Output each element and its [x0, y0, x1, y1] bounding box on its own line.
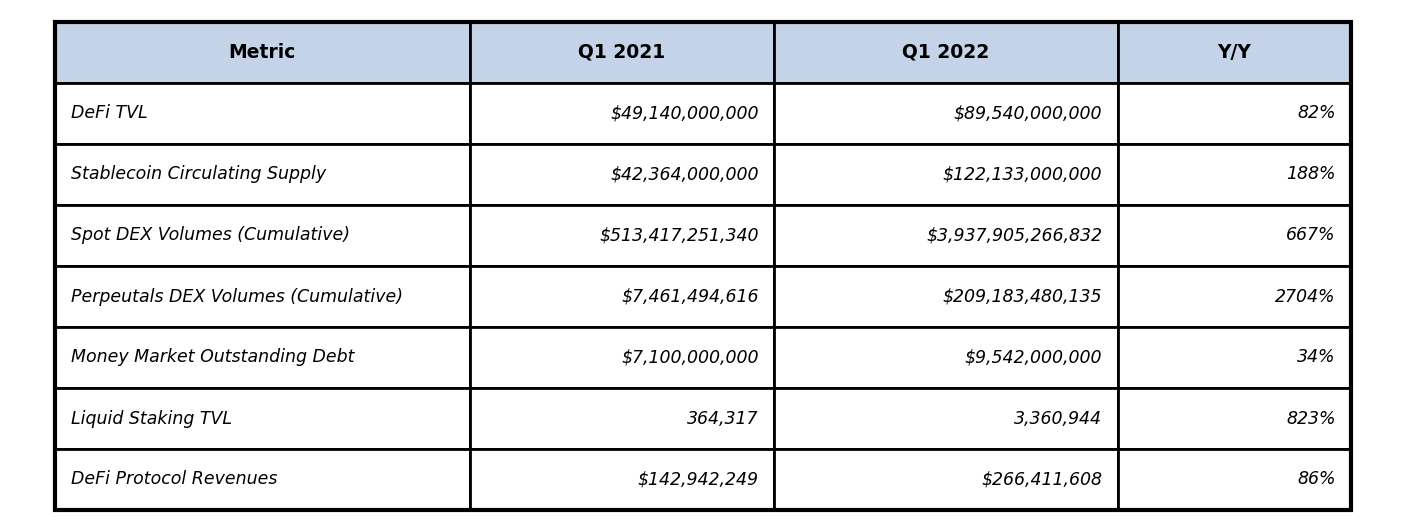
Bar — [470, 449, 775, 510]
Bar — [470, 83, 775, 144]
Text: Stablecoin Circulating Supply: Stablecoin Circulating Supply — [70, 165, 326, 184]
Text: 2704%: 2704% — [1275, 287, 1336, 305]
Text: $7,100,000,000: $7,100,000,000 — [621, 348, 759, 367]
Text: 667%: 667% — [1286, 227, 1336, 245]
Bar — [1118, 83, 1351, 144]
Bar — [775, 449, 1118, 510]
Bar — [470, 144, 775, 205]
Bar — [1118, 449, 1351, 510]
Bar — [1118, 205, 1351, 266]
Bar — [1118, 327, 1351, 388]
Bar — [1118, 266, 1351, 327]
Bar — [55, 205, 470, 266]
Text: $122,133,000,000: $122,133,000,000 — [942, 165, 1102, 184]
Bar — [470, 205, 775, 266]
Text: $89,540,000,000: $89,540,000,000 — [953, 104, 1102, 122]
Bar — [470, 266, 775, 327]
Text: $513,417,251,340: $513,417,251,340 — [599, 227, 759, 245]
Text: $7,461,494,616: $7,461,494,616 — [621, 287, 759, 305]
Text: 364,317: 364,317 — [688, 410, 759, 428]
Text: Q1 2021: Q1 2021 — [578, 43, 665, 62]
Bar — [470, 327, 775, 388]
Bar — [55, 144, 470, 205]
Bar — [775, 22, 1118, 83]
Bar — [470, 388, 775, 449]
Bar — [470, 22, 775, 83]
Text: DeFi Protocol Revenues: DeFi Protocol Revenues — [70, 470, 277, 488]
Text: $49,140,000,000: $49,140,000,000 — [610, 104, 759, 122]
Text: 188%: 188% — [1286, 165, 1336, 184]
Text: Y/Y: Y/Y — [1218, 43, 1251, 62]
Bar — [1118, 22, 1351, 83]
Text: Money Market Outstanding Debt: Money Market Outstanding Debt — [70, 348, 354, 367]
Text: 3,360,944: 3,360,944 — [1014, 410, 1102, 428]
Bar — [55, 449, 470, 510]
Bar — [775, 205, 1118, 266]
Bar — [775, 144, 1118, 205]
Bar — [1118, 144, 1351, 205]
Text: $266,411,608: $266,411,608 — [981, 470, 1102, 488]
Text: $3,937,905,266,832: $3,937,905,266,832 — [927, 227, 1102, 245]
Text: Spot DEX Volumes (Cumulative): Spot DEX Volumes (Cumulative) — [70, 227, 350, 245]
Text: 86%: 86% — [1296, 470, 1336, 488]
Text: $9,542,000,000: $9,542,000,000 — [965, 348, 1102, 367]
Text: Metric: Metric — [229, 43, 297, 62]
Text: 34%: 34% — [1296, 348, 1336, 367]
Text: Liquid Staking TVL: Liquid Staking TVL — [70, 410, 232, 428]
Text: DeFi TVL: DeFi TVL — [70, 104, 148, 122]
Text: $42,364,000,000: $42,364,000,000 — [610, 165, 759, 184]
Bar — [775, 388, 1118, 449]
Text: 82%: 82% — [1296, 104, 1336, 122]
Bar — [775, 266, 1118, 327]
Text: Perpeutals DEX Volumes (Cumulative): Perpeutals DEX Volumes (Cumulative) — [70, 287, 402, 305]
Bar — [55, 327, 470, 388]
Bar — [55, 388, 470, 449]
Bar — [55, 83, 470, 144]
Bar — [775, 83, 1118, 144]
Text: $209,183,480,135: $209,183,480,135 — [942, 287, 1102, 305]
Text: Q1 2022: Q1 2022 — [903, 43, 990, 62]
Bar — [775, 327, 1118, 388]
Text: 823%: 823% — [1286, 410, 1336, 428]
Bar — [1118, 388, 1351, 449]
Bar — [55, 266, 470, 327]
Text: $142,942,249: $142,942,249 — [638, 470, 759, 488]
Bar — [55, 22, 470, 83]
